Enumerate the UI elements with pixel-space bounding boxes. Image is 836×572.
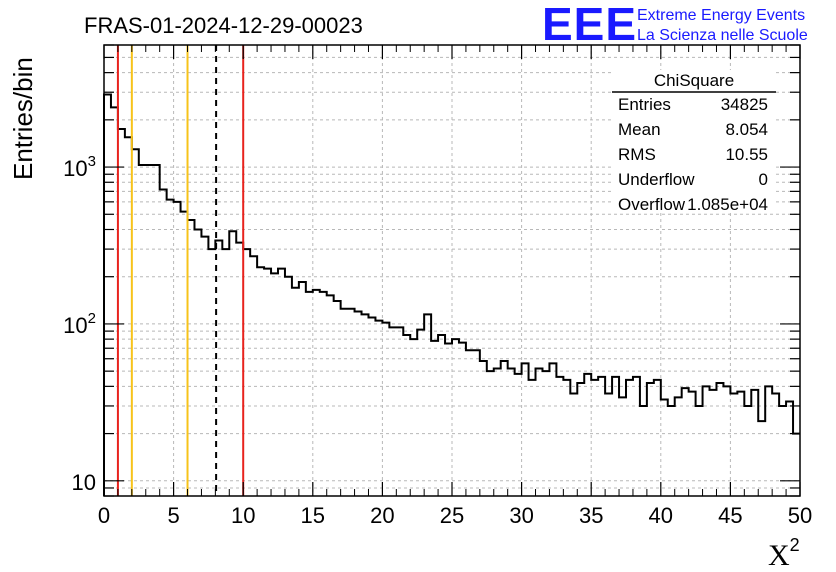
stats-box: ChiSquare Entries 34825 Mean 8.054 RMS 10.55 U… (612, 70, 776, 214)
threshold-lines (116, 45, 245, 496)
x-tick-label: 30 (509, 503, 533, 528)
stats-row-value: 34825 (721, 95, 768, 114)
x-tick-label: 40 (649, 503, 673, 528)
y-tick-label: 103 (63, 153, 96, 181)
x-axis-label-superscript: 2 (790, 535, 800, 555)
y-tick-label-exponent: 3 (88, 153, 96, 170)
histogram-series (103, 93, 800, 496)
stats-row-label: Overflow (618, 195, 686, 214)
x-tick-label: 25 (440, 503, 464, 528)
histogram-step-line (103, 93, 800, 496)
x-tick-label: 0 (98, 503, 110, 528)
y-tick-label-base: 10 (63, 156, 87, 181)
eee-logo: EEE Extreme Energy Events La Scienza nel… (542, 0, 808, 50)
x-tick-label: 5 (167, 503, 179, 528)
stats-row-value: 10.55 (725, 145, 768, 164)
y-axis-label: Entries/bin (8, 57, 38, 180)
stats-row-label: RMS (618, 145, 656, 164)
chart-title: FRAS-01-2024-12-29-00023 (84, 13, 363, 38)
stats-box-title: ChiSquare (654, 71, 734, 90)
stats-row-label: Mean (618, 120, 661, 139)
x-tick-label: 45 (718, 503, 742, 528)
y-tick-label-base: 10 (72, 470, 96, 495)
x-tick-label: 20 (370, 503, 394, 528)
axis-ticks (103, 44, 801, 497)
stats-row-value: 0 (759, 170, 768, 189)
x-axis-label: X2 (768, 535, 800, 572)
stats-row-label: Underflow (618, 170, 695, 189)
logo-mark: EEE (542, 0, 637, 50)
stats-box-background (612, 70, 776, 210)
x-tick-label: 10 (231, 503, 255, 528)
y-tick-label: 10 (72, 470, 96, 495)
x-tick-label: 50 (788, 503, 812, 528)
logo-line-2: La Scienza nelle Scuole (637, 27, 808, 44)
stats-row-value: 8.054 (725, 120, 768, 139)
x-tick-labels: 0 5 10 15 20 25 30 35 40 45 50 (98, 503, 812, 528)
y-tick-label-base: 10 (63, 313, 87, 338)
y-tick-label-exponent: 2 (88, 310, 96, 327)
logo-line-1: Extreme Energy Events (637, 7, 805, 24)
y-tick-label: 102 (63, 310, 96, 338)
x-tick-label: 35 (579, 503, 603, 528)
grid-lines (104, 44, 800, 497)
x-tick-label: 15 (301, 503, 325, 528)
stats-row-value: 1.085e+04 (687, 195, 768, 214)
stats-row-label: Entries (618, 95, 671, 114)
stats-box-rows: Entries 34825 Mean 8.054 RMS 10.55 Underflow 0 O… (618, 95, 768, 214)
